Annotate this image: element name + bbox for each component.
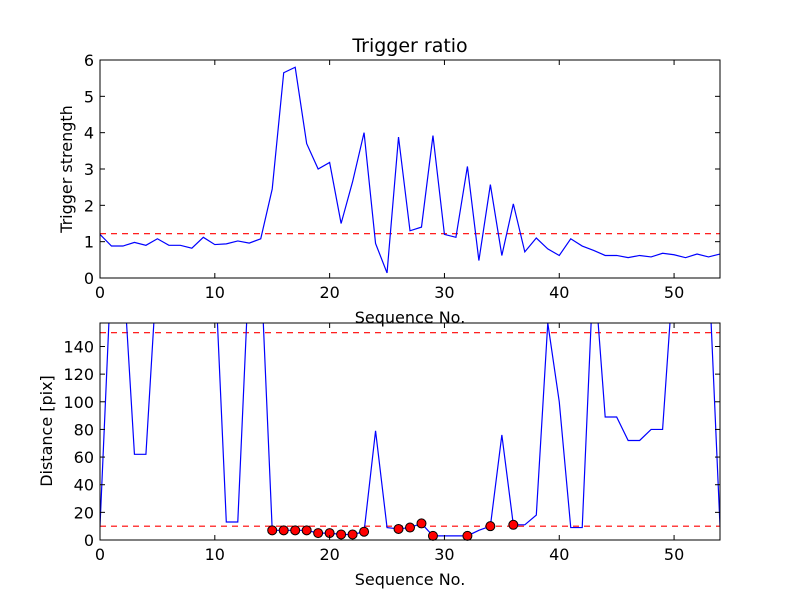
- y-tick-label: 40: [74, 476, 94, 495]
- y-tick-label: 20: [74, 503, 94, 522]
- data-point-marker: [301, 525, 312, 536]
- y-tick-label: 60: [74, 448, 94, 467]
- y-tick-label: 140: [63, 337, 94, 356]
- data-point-marker: [485, 521, 496, 532]
- data-point-marker: [462, 530, 473, 541]
- data-point-marker: [278, 525, 289, 536]
- x-tick-label: 30: [434, 545, 454, 564]
- y-tick-label: 6: [84, 51, 94, 70]
- y-tick-label: 0: [84, 531, 94, 550]
- y-tick-label: 1: [84, 233, 94, 252]
- y-ticks: 0 20 40 60 80 100 120 140: [63, 337, 720, 550]
- data-point-marker: [416, 518, 427, 529]
- data-point-marker: [508, 519, 519, 530]
- data-point-marker: [267, 525, 278, 536]
- x-ticks: 0 10 20 30 40 50: [95, 323, 684, 564]
- y-tick-label: 4: [84, 124, 94, 143]
- plot-frame: [99, 322, 721, 541]
- y-tick-label: 5: [84, 87, 94, 106]
- data-point-marker: [427, 530, 438, 541]
- x-tick-label: 0: [95, 545, 105, 564]
- x-tick-label: 30: [434, 283, 454, 302]
- series-line: [100, 66, 720, 274]
- x-ticks: 0 10 20 30 40 50: [95, 60, 684, 302]
- x-tick-label: 20: [319, 545, 339, 564]
- y-tick-label: 3: [84, 160, 94, 179]
- data-point-marker: [290, 525, 301, 536]
- trigger-ratio-panel: Trigger ratio 0 10 20 30 40 50 0 1 2 3 4 5 6 Sequen…: [57, 35, 721, 327]
- plot-frame: [99, 59, 721, 279]
- data-point-marker: [393, 523, 404, 534]
- data-point-marker: [347, 529, 358, 540]
- data-point-marker: [359, 526, 370, 537]
- y-tick-label: 120: [63, 365, 94, 384]
- series-lines: [100, 66, 720, 274]
- data-point-marker: [336, 529, 347, 540]
- marker-points: [267, 518, 519, 541]
- series-line: [100, 323, 720, 537]
- x-axis-label: Sequence No.: [355, 570, 466, 589]
- x-tick-label: 20: [319, 283, 339, 302]
- data-point-marker: [405, 522, 415, 533]
- y-tick-label: 80: [74, 420, 94, 439]
- x-tick-label: 50: [664, 545, 684, 564]
- data-point-marker: [313, 528, 324, 539]
- threshold-lines: [100, 332, 720, 527]
- series-lines: [100, 323, 720, 537]
- y-axis-label: Trigger strength: [57, 105, 76, 234]
- x-tick-label: 0: [95, 283, 105, 302]
- distance-panel: 0 10 20 30 40 50 0 20 40 60 80 100 120 140 Sequence …: [37, 322, 721, 589]
- y-tick-label: 100: [63, 393, 94, 412]
- x-tick-label: 40: [549, 545, 569, 564]
- y-tick-label: 0: [84, 269, 94, 288]
- x-tick-label: 40: [549, 283, 569, 302]
- x-axis-label: Sequence No.: [355, 308, 466, 327]
- x-tick-label: 50: [664, 283, 684, 302]
- x-tick-label: 10: [205, 283, 225, 302]
- y-tick-label: 2: [84, 196, 94, 215]
- y-axis-label: Distance [pix]: [37, 375, 56, 487]
- chart-title: Trigger ratio: [351, 35, 467, 57]
- x-tick-label: 10: [205, 545, 225, 564]
